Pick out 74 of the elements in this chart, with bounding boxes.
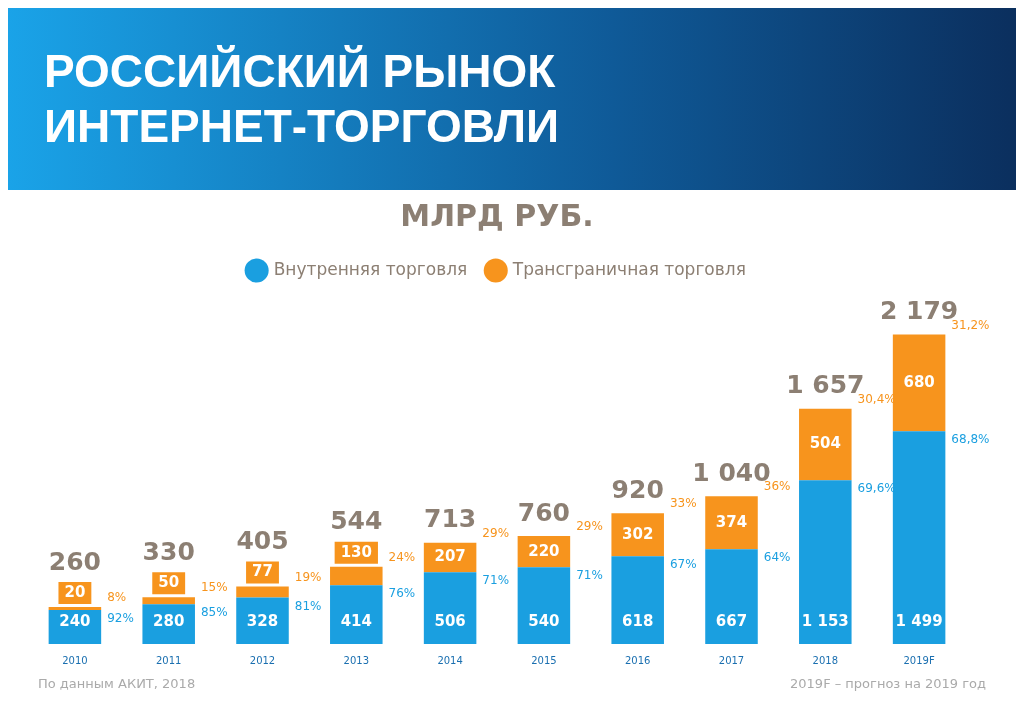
text: 2019F – прогноз на 2019 год	[790, 676, 986, 691]
bar	[48, 607, 102, 610]
data-label: 680	[903, 372, 935, 391]
text: По данным АКИТ, 2018	[38, 676, 196, 691]
data-label: 540	[528, 611, 560, 630]
annotation: 85%	[200, 605, 228, 620]
data-label: 1 499	[895, 611, 943, 630]
data-label: 77	[252, 562, 273, 581]
annotation: 8%	[107, 590, 127, 605]
x-tick-label: 2010	[62, 654, 88, 666]
data-label: 618	[622, 611, 654, 630]
total-label: 920	[611, 474, 664, 504]
annotation: 19%	[294, 569, 322, 584]
x-tick-label: 2016	[624, 654, 651, 666]
annotation: 68,8%	[951, 432, 990, 447]
annotation: 29%	[482, 525, 510, 540]
data-label: 667	[715, 611, 748, 630]
annotation: 33%	[669, 496, 697, 511]
data-label: 414	[340, 611, 372, 630]
bar	[236, 597, 289, 644]
x-tick-label: 2013	[343, 654, 370, 666]
x-tick-label: 2015	[531, 654, 557, 666]
total-label: 330	[142, 536, 195, 566]
annotation: 81%	[294, 598, 322, 613]
total-label: 260	[48, 546, 101, 576]
bar	[892, 431, 946, 644]
total-label: 544	[330, 506, 383, 536]
data-label: 374	[715, 512, 748, 531]
bar	[705, 549, 758, 644]
data-label: 1 153	[801, 611, 849, 630]
annotation: 71%	[482, 573, 510, 588]
data-label: 504	[809, 434, 841, 453]
data-label: 240	[59, 611, 91, 630]
annotation: 69,6%	[857, 481, 896, 496]
bar	[423, 572, 477, 644]
legend-label: Внутренняя торговля	[273, 258, 468, 279]
chart-subtitle: МЛРД РУБ.	[400, 197, 594, 233]
annotation: 67%	[669, 557, 697, 572]
annotation: 31,2%	[951, 317, 990, 332]
x-tick-label: 2011	[155, 654, 182, 666]
data-label: 20	[64, 582, 86, 601]
annotation: 76%	[388, 586, 416, 601]
data-label: 220	[528, 541, 560, 560]
annotation: 24%	[388, 549, 416, 564]
data-label: 50	[158, 573, 180, 592]
annotation: 92%	[107, 611, 134, 626]
data-label: 506	[434, 611, 466, 630]
bar	[892, 334, 946, 432]
total-label: 405	[236, 525, 289, 555]
bar	[611, 556, 664, 644]
bar	[799, 480, 852, 644]
x-tick-label: 2017	[718, 654, 745, 666]
bar	[799, 408, 852, 481]
annotation: 29%	[576, 519, 603, 534]
x-tick-label: 2012	[249, 654, 276, 666]
data-label: 302	[622, 524, 654, 543]
bar	[611, 513, 664, 557]
data-label: 280	[153, 611, 185, 630]
data-label: 130	[340, 542, 372, 561]
bar	[517, 567, 571, 644]
total-label: 713	[424, 504, 477, 534]
annotation: 15%	[200, 580, 228, 595]
x-tick-label: 2019F	[903, 654, 935, 666]
legend-label: Трансграничная торговля	[511, 258, 746, 279]
annotation: 64%	[763, 550, 791, 565]
bar	[705, 496, 758, 550]
x-tick-label: 2018	[812, 654, 839, 666]
data-label: 328	[246, 611, 279, 630]
x-tick-label: 2014	[437, 654, 463, 666]
data-label: 207	[434, 547, 466, 566]
chart-title: РОССИЙСКИЙ РЫНОК ИНТЕРНЕТ-ТОРГОВЛИ	[44, 43, 561, 154]
total-label: 760	[517, 497, 570, 527]
annotation: 71%	[576, 568, 603, 583]
bar	[330, 585, 383, 644]
